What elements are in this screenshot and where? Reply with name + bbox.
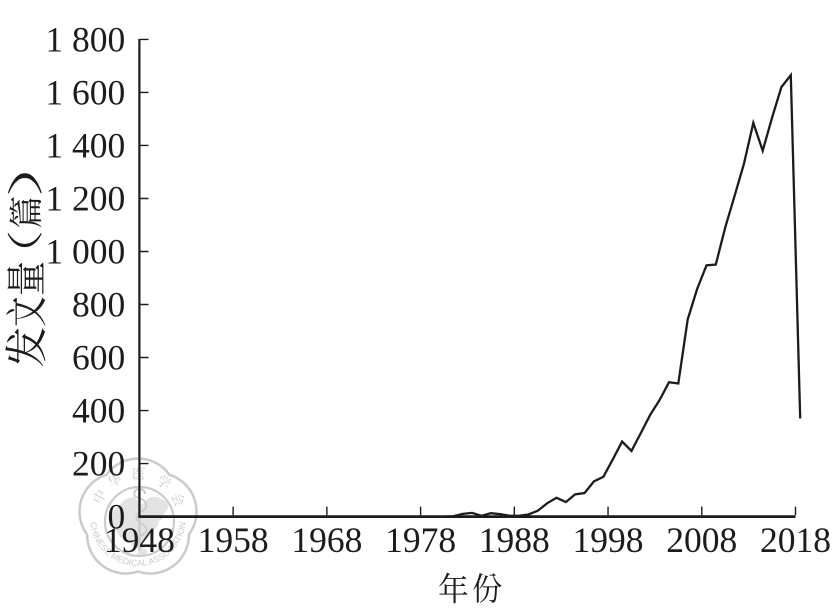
svg-text:1998: 1998: [573, 520, 644, 560]
svg-text:1968: 1968: [291, 520, 362, 560]
svg-text:1 000: 1 000: [45, 231, 125, 271]
svg-text:600: 600: [72, 337, 125, 377]
svg-text:1978: 1978: [385, 520, 456, 560]
svg-text:1958: 1958: [198, 520, 269, 560]
svg-text:0: 0: [108, 497, 126, 537]
svg-text:1948: 1948: [104, 520, 175, 560]
svg-text:2018: 2018: [760, 520, 831, 560]
svg-text:1 800: 1 800: [45, 19, 125, 59]
svg-text:1 400: 1 400: [45, 125, 125, 165]
svg-text:1988: 1988: [479, 520, 550, 560]
svg-text:2008: 2008: [666, 520, 737, 560]
svg-text:200: 200: [72, 444, 125, 484]
svg-text:1 600: 1 600: [45, 72, 125, 112]
svg-text:400: 400: [72, 391, 125, 431]
svg-text:800: 800: [72, 284, 125, 324]
svg-text:1 200: 1 200: [45, 178, 125, 218]
